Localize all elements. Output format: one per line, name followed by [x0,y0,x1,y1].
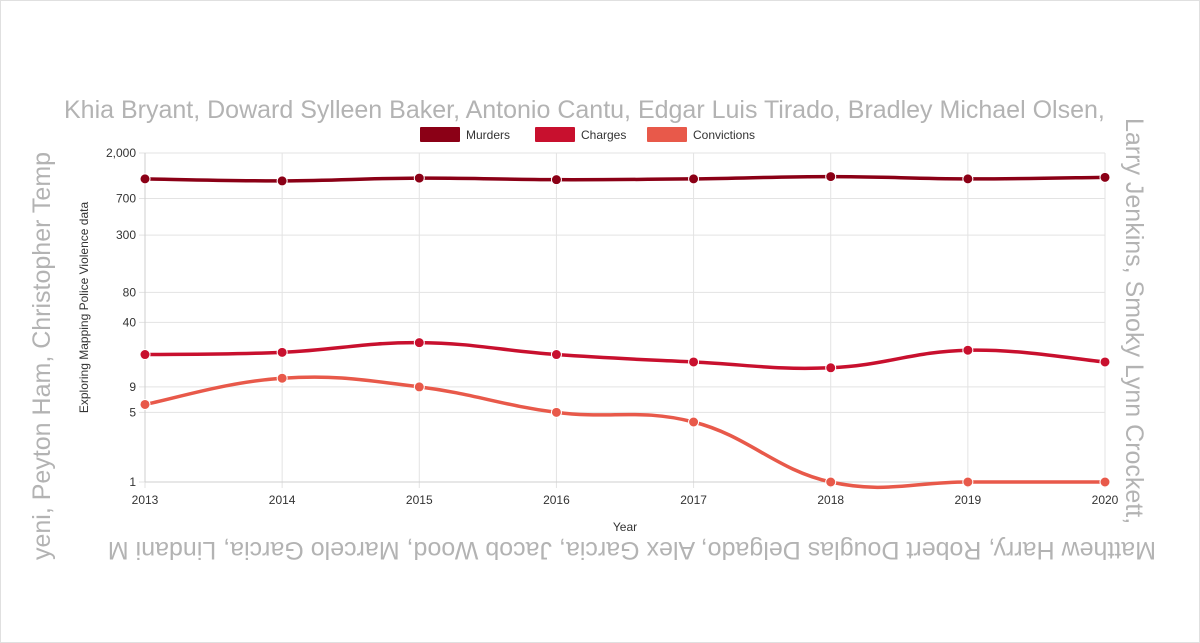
legend-label-charges[interactable]: Charges [581,128,626,142]
y-tick-label: 2,000 [106,146,136,160]
data-point-murders[interactable] [1099,171,1111,183]
legend-label-convictions[interactable]: Convictions [693,128,755,142]
axes: 1 5 9 40 80 300 700 2,000 2013 2014 2015 2016 2017 20… [106,146,1119,507]
data-point-charges[interactable] [962,344,974,356]
x-tick-label: 2019 [955,493,982,507]
data-point-charges[interactable] [276,346,288,358]
data-point-convictions[interactable] [688,416,700,428]
x-tick-label: 2015 [406,493,433,507]
data-point-charges[interactable] [1099,356,1111,368]
data-point-murders[interactable] [688,173,700,185]
y-tick-label: 300 [116,228,136,242]
series-line-murders [144,174,1106,183]
y-tick-label: 40 [123,315,137,329]
x-tick-label: 2013 [132,493,159,507]
data-point-convictions[interactable] [413,381,425,393]
data-point-charges[interactable] [688,356,700,368]
x-axis-title: Year [613,520,637,534]
data-point-murders[interactable] [276,175,288,187]
legend-swatch-convictions[interactable] [647,127,687,142]
data-point-murders[interactable] [139,173,151,185]
data-point-convictions[interactable] [550,406,562,418]
data-point-convictions[interactable] [1099,476,1111,488]
x-tick-label: 2018 [817,493,844,507]
data-point-charges[interactable] [550,349,562,361]
x-tick-label: 2017 [680,493,707,507]
data-point-convictions[interactable] [962,476,974,488]
y-tick-label: 5 [129,405,136,419]
data-point-convictions[interactable] [276,372,288,384]
data-point-murders[interactable] [962,173,974,185]
data-point-convictions[interactable] [139,398,151,410]
y-tick-label: 80 [123,285,137,299]
legend-swatch-murders[interactable] [420,127,460,142]
names-top-text: Khia Bryant, Doward Sylleen Baker, Anton… [64,96,1105,124]
series-line-charges [144,340,1106,371]
data-point-charges[interactable] [139,349,151,361]
series-lines [139,171,1111,490]
legend-label-murders[interactable]: Murders [466,128,510,142]
data-point-convictions[interactable] [825,476,837,488]
x-tick-label: 2020 [1092,493,1119,507]
data-point-murders[interactable] [550,174,562,186]
y-axis-title: Exploring Mapping Police Violence data [77,202,91,414]
x-tick-label: 2016 [543,493,570,507]
y-tick-label: 9 [129,380,136,394]
data-point-charges[interactable] [413,337,425,349]
y-tick-label: 700 [116,191,136,205]
legend: Murders Charges Convictions [420,127,755,142]
data-point-murders[interactable] [413,172,425,184]
legend-swatch-charges[interactable] [535,127,575,142]
x-tick-label: 2014 [269,493,296,507]
data-point-murders[interactable] [825,171,837,183]
y-tick-label: 1 [129,475,136,489]
grid-lines [139,152,1106,488]
data-point-charges[interactable] [825,362,837,374]
series-line-convictions [144,375,1105,490]
